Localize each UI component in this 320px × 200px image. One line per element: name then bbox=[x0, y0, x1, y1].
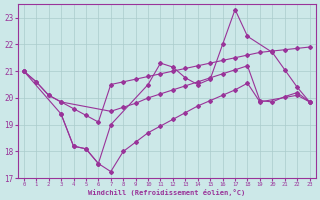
X-axis label: Windchill (Refroidissement éolien,°C): Windchill (Refroidissement éolien,°C) bbox=[88, 189, 245, 196]
